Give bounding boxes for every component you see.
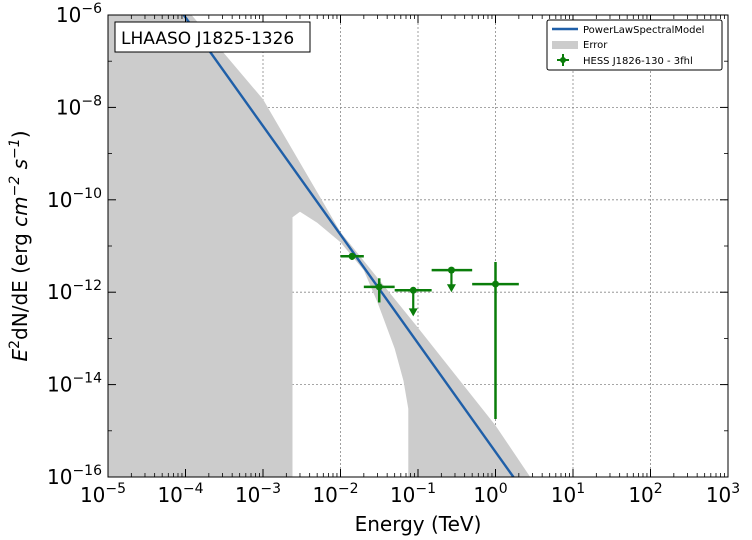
legend: PowerLawSpectralModel Error HESS J1826-1… [546, 19, 723, 71]
y-tick-label: 10−16 [47, 463, 102, 489]
legend-label-model: PowerLawSpectralModel [583, 25, 704, 36]
upper-limit-point [394, 286, 432, 317]
point-marker [492, 280, 499, 288]
y-axis-label: E2dN/dE (erg cm−2 s−1) [7, 130, 32, 361]
point-marker [375, 283, 383, 291]
y-label-s-sup: −1 [7, 138, 23, 159]
y-label-e: E [8, 349, 32, 362]
x-tick-label: 10−4 [157, 481, 203, 507]
data-points [340, 252, 519, 420]
y-tick-labels: 10−16 10−14 10−12 10−10 10−8 10−6 [47, 1, 102, 489]
upper-limit-point [431, 266, 473, 293]
x-tick-label: 101 [551, 481, 585, 507]
x-tick-label: 102 [628, 481, 662, 507]
y-tick-label: 10−6 [56, 1, 102, 27]
error-band [108, 15, 531, 477]
y-label-cm: cm [8, 196, 32, 226]
y-tick-label: 10−14 [47, 371, 102, 397]
data-point [363, 278, 395, 303]
annotation-box [114, 21, 311, 53]
data-point [340, 252, 364, 260]
x-tick-label: 10−2 [312, 481, 358, 507]
upper-limit-arrow-head [408, 308, 418, 317]
y-tick-label: 10−12 [47, 278, 102, 304]
y-label-s: s [8, 159, 32, 176]
annotation-text: LHAASO J1825-1326 [121, 29, 294, 49]
y-label-cm-sup: −2 [7, 176, 23, 197]
x-axis-label: Energy (TeV) [355, 512, 482, 536]
legend-band-swatch [552, 41, 578, 49]
y-label-e-sup: 2 [7, 340, 23, 349]
y-label-end: ) [8, 130, 32, 138]
legend-box [546, 19, 723, 71]
upper-limit-arrow-head [446, 284, 456, 293]
legend-errorbar-marker [560, 57, 566, 63]
data-point [472, 262, 519, 420]
point-marker [348, 252, 356, 260]
source-annotation: LHAASO J1825-1326 [114, 21, 311, 53]
point-marker [447, 266, 455, 274]
y-tick-label: 10−10 [47, 186, 102, 212]
x-tick-label: 10−1 [390, 481, 436, 507]
point-marker [409, 286, 417, 294]
legend-label-points: HESS J1826-130 - 3fhl [583, 56, 693, 67]
x-tick-labels: 10−5 10−4 10−3 10−2 10−1 100 101 102 103 [80, 481, 740, 507]
y-tick-label: 10−8 [56, 93, 102, 119]
axis-ticks [107, 14, 729, 478]
model-line [182, 15, 515, 477]
x-tick-label: 10−5 [80, 481, 126, 507]
y-label-mid: dN/dE (erg [8, 227, 32, 340]
legend-label-error: Error [583, 40, 608, 51]
x-tick-label: 103 [706, 481, 740, 507]
x-tick-label: 100 [473, 481, 507, 507]
x-tick-label: 10−3 [235, 481, 281, 507]
